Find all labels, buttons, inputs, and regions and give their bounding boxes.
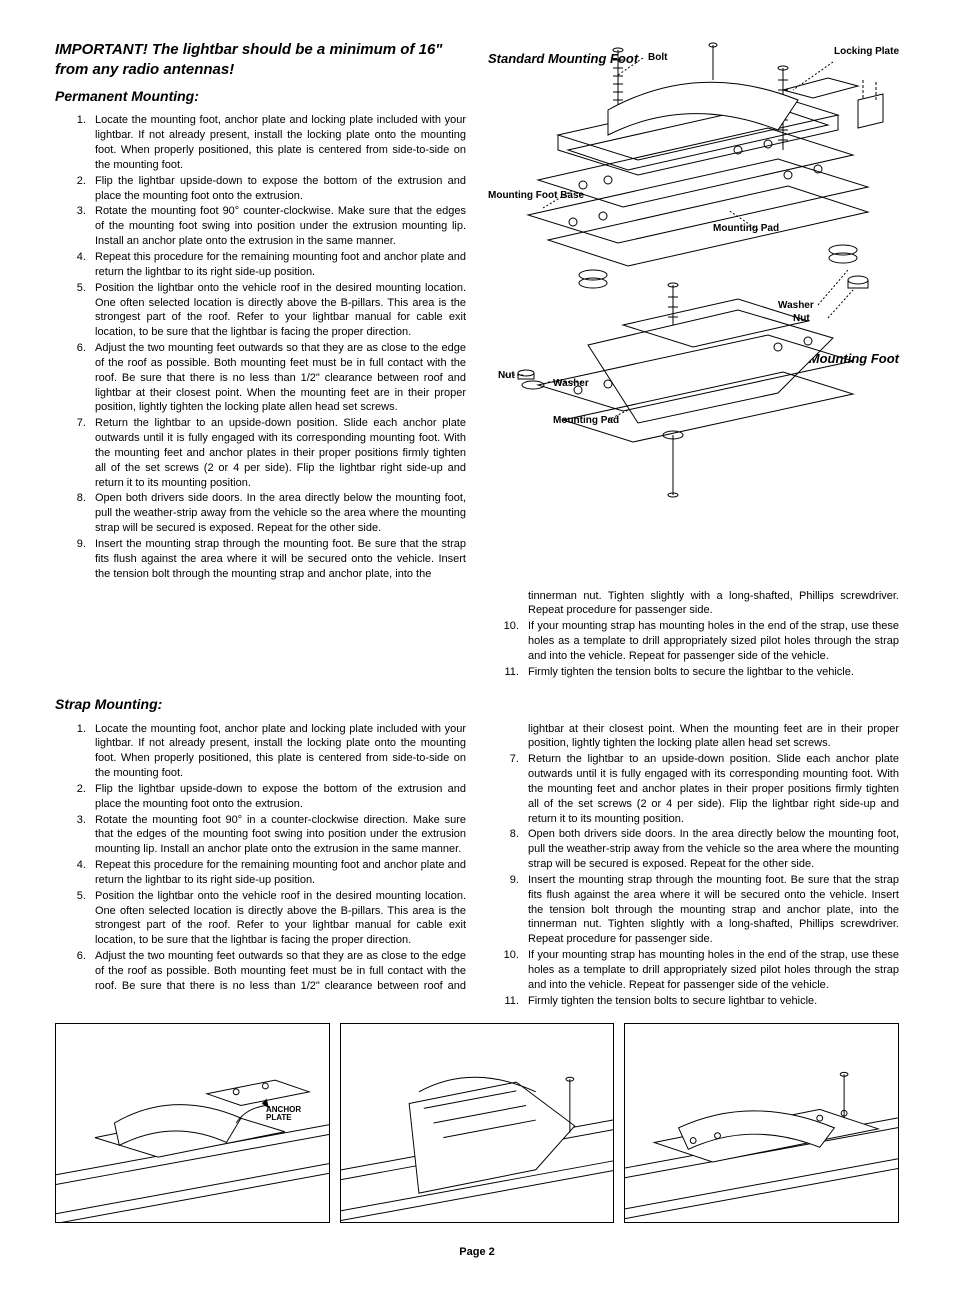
- strap-columns: Locate the mounting foot, anchor plate a…: [55, 722, 899, 1009]
- left-column: IMPORTANT! The lightbar should be a mini…: [55, 40, 466, 583]
- step-item: Return the lightbar to an upside-down po…: [522, 752, 899, 826]
- label-anchor-plate: ANCHOR PLATE: [266, 1106, 329, 1122]
- step-item: Locate the mounting foot, anchor plate a…: [89, 722, 466, 781]
- step-item: If your mounting strap has mounting hole…: [522, 619, 899, 664]
- step-item: Flip the lightbar upside-down to expose …: [89, 174, 466, 204]
- figure-2: [340, 1023, 615, 1223]
- step-item: Repeat this procedure for the remaining …: [89, 858, 466, 888]
- step-item: Open both drivers side doors. In the are…: [522, 827, 899, 872]
- step-item: Adjust the two mounting feet outwards so…: [89, 341, 466, 415]
- perm-step-9-cont: tinnerman nut. Tighten slightly with a l…: [488, 589, 899, 619]
- step-item: Position the lightbar onto the vehicle r…: [89, 889, 466, 948]
- permanent-steps-cont: If your mounting strap has mounting hole…: [488, 619, 899, 679]
- bottom-figures: ANCHOR PLATE: [55, 1023, 899, 1223]
- step-item: Rotate the mounting foot 90° in a counte…: [89, 813, 466, 858]
- permanent-continuation: tinnerman nut. Tighten slightly with a l…: [488, 589, 899, 681]
- figure-3: [624, 1023, 899, 1223]
- step-item: Repeat this procedure for the remaining …: [89, 250, 466, 280]
- step-item: Flip the lightbar upside-down to expose …: [89, 782, 466, 812]
- step-item: If your mounting strap has mounting hole…: [522, 948, 899, 993]
- mounting-diagram: Standard Mounting Foot Bolt Locking Plat…: [488, 40, 899, 510]
- strap-steps: Locate the mounting foot, anchor plate a…: [55, 722, 899, 1009]
- step-item: Open both drivers side doors. In the are…: [89, 491, 466, 536]
- step-item: Locate the mounting foot, anchor plate a…: [89, 113, 466, 172]
- step-item: Firmly tighten the tension bolts to secu…: [522, 994, 899, 1009]
- step-item: Firmly tighten the tension bolts to secu…: [522, 665, 899, 680]
- step-item: Return the lightbar to an upside-down po…: [89, 416, 466, 490]
- step-item: Position the lightbar onto the vehicle r…: [89, 281, 466, 340]
- step-item: Insert the mounting strap through the mo…: [522, 873, 899, 947]
- page-number: Page 2: [55, 1245, 899, 1260]
- step-item: Insert the mounting strap through the mo…: [89, 537, 466, 582]
- strap-title: Strap Mounting:: [55, 695, 899, 714]
- permanent-title: Permanent Mounting:: [55, 87, 466, 106]
- warning-text: IMPORTANT! The lightbar should be a mini…: [55, 40, 466, 81]
- permanent-steps: Locate the mounting foot, anchor plate a…: [55, 113, 466, 581]
- step-item: Rotate the mounting foot 90° counter-clo…: [89, 204, 466, 249]
- figure-1: ANCHOR PLATE: [55, 1023, 330, 1223]
